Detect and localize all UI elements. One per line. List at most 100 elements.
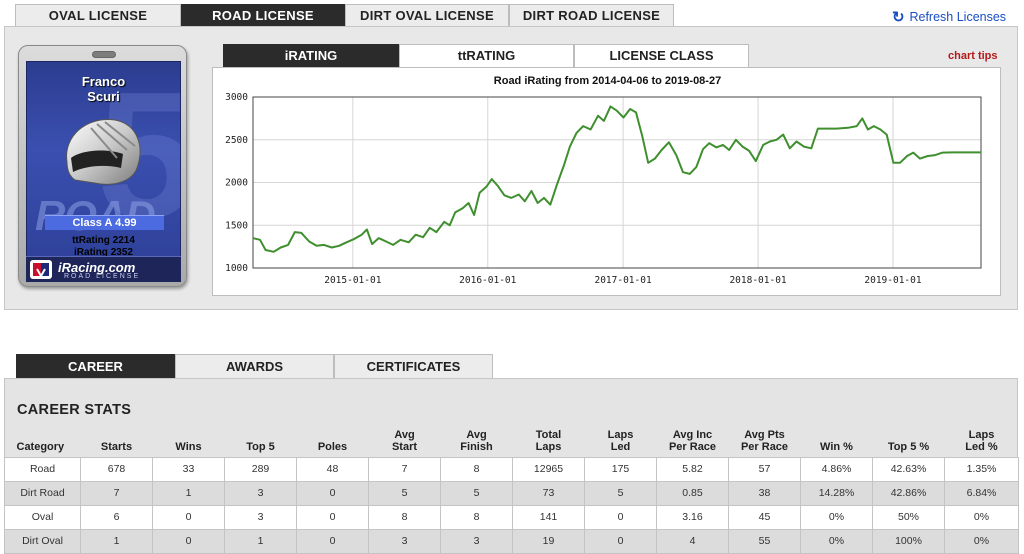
table-cell: 1.35% [944, 456, 1019, 482]
career-stats-table: Category Starts Wins Top 5 Poles Avg Start Avg F… [4, 424, 1019, 554]
chart-title: Road iRating from 2014-04-06 to 2019-08-… [493, 75, 722, 87]
table-cell: 8 [440, 456, 513, 482]
tab-oval-license[interactable]: OVAL LICENSE [15, 4, 181, 26]
table-cell: 8 [368, 504, 441, 530]
table-cell: 0% [944, 528, 1019, 554]
refresh-icon: ↻ [892, 9, 905, 26]
column-header-text: Category [16, 440, 65, 453]
x-tick-label: 2017-01-01 [594, 275, 651, 286]
table-cell: 5.82 [656, 456, 729, 482]
table-cell: 3.16 [656, 504, 729, 530]
table-header-row: Category Starts Wins Top 5 Poles Avg Start Avg F… [5, 424, 1019, 457]
table-cell: 38 [728, 480, 801, 506]
column-header-text: Finish [460, 440, 493, 453]
table-cell: 1 [80, 528, 153, 554]
card-footer: iRacing.com ROAD LICENSE [26, 256, 181, 282]
card-license-type: ROAD LICENSE [64, 273, 141, 280]
table-cell: 5 [368, 480, 441, 506]
table-cell: 5 [584, 480, 657, 506]
table-cell: 12965 [512, 456, 585, 482]
table-cell: 6 [80, 504, 153, 530]
table-cell: 7 [80, 480, 153, 506]
table-cell: Dirt Road [4, 480, 81, 506]
card-irating: iRating 2352 [74, 247, 133, 258]
table-cell: 0 [584, 528, 657, 554]
table-row: Road 678 33 289 48 7 8 12965 175 5.82 57 4.86% 42.63… [4, 456, 1019, 482]
tab-dirt-road-license[interactable]: DIRT ROAD LICENSE [509, 4, 674, 26]
table-cell: 0 [152, 504, 225, 530]
tab-irating[interactable]: iRATING [223, 44, 399, 67]
tab-road-license[interactable]: ROAD LICENSE [181, 4, 345, 26]
column-header: Wins [153, 424, 225, 457]
column-header-text: Win % [820, 440, 853, 453]
iracing-flag-logo [30, 260, 52, 279]
driver-last-name: Scuri [87, 89, 120, 104]
column-header-text: Poles [317, 440, 348, 453]
table-cell: Dirt Oval [4, 528, 81, 554]
column-header: Top 5 % [873, 424, 945, 457]
tab-license-class[interactable]: LICENSE CLASS [574, 44, 749, 67]
tab-career[interactable]: CAREER [16, 354, 175, 378]
table-cell: 19 [512, 528, 585, 554]
card-slot [92, 51, 116, 58]
table-row: Oval 6 0 3 0 8 8 141 0 3.16 45 0% 50% 0% [4, 504, 1019, 530]
driver-first-name: Franco [81, 74, 126, 89]
y-tick-label: 3000 [225, 92, 248, 103]
tab-certificates[interactable]: CERTIFICATES [334, 354, 493, 378]
irating-chart: Road iRating from 2014-04-06 to 2019-08-… [212, 67, 1001, 296]
tab-ttrating[interactable]: ttRATING [399, 44, 574, 67]
x-tick-label: 2015-01-01 [324, 275, 381, 286]
table-cell: 5 [440, 480, 513, 506]
table-cell: 7 [368, 456, 441, 482]
column-header-text: Per Race [668, 440, 717, 453]
table-cell: 678 [80, 456, 153, 482]
table-cell: 14.28% [800, 480, 873, 506]
table-cell: 0 [296, 504, 369, 530]
table-cell: 33 [152, 456, 225, 482]
column-header-text: Avg [466, 428, 487, 441]
tab-dirt-oval-license[interactable]: DIRT OVAL LICENSE [345, 4, 509, 26]
column-header-text: Per Race [740, 440, 789, 453]
iracing-logo-text: iRacing.com [58, 260, 136, 275]
table-row: Dirt Oval 1 0 1 0 3 3 19 0 4 55 0% 100% 0% [4, 528, 1019, 554]
table-cell: 289 [224, 456, 297, 482]
table-row: Dirt Road 7 1 3 0 5 5 73 5 0.85 38 14.28% 42.86% 6.84… [4, 480, 1019, 506]
table-cell: 100% [872, 528, 945, 554]
table-cell: 1 [152, 480, 225, 506]
table-cell: 141 [512, 504, 585, 530]
y-tick-label: 1000 [225, 263, 248, 274]
chart-tips-link[interactable]: chart tips [948, 50, 998, 62]
career-stats-title: CAREER STATS [17, 402, 132, 418]
card-ttrating: ttRating 2214 [72, 235, 135, 246]
plot-border [252, 96, 982, 269]
table-cell: 57 [728, 456, 801, 482]
table-cell: 0.85 [656, 480, 729, 506]
table-cell: 42.86% [872, 480, 945, 506]
tab-awards[interactable]: AWARDS [175, 354, 334, 378]
table-cell: 3 [440, 528, 513, 554]
table-cell: 0% [800, 504, 873, 530]
table-cell: 175 [584, 456, 657, 482]
table-cell: 4 [656, 528, 729, 554]
refresh-licenses-label: Refresh Licenses [909, 10, 1007, 24]
chart-plot: 1000 1500 2000 2500 3000 2015-01-01 2016-01-01… [225, 92, 982, 286]
x-tick-label: 2018-01-01 [729, 275, 786, 286]
refresh-licenses-link[interactable]: ↻ Refresh Licenses [892, 8, 1020, 26]
y-tick-label: 2500 [225, 135, 248, 146]
table-cell: 50% [872, 504, 945, 530]
table-cell: 48 [296, 456, 369, 482]
license-card: 5 ROAD Franco Scuri Class A 4.99 ttRatin… [18, 45, 187, 287]
table-cell: 0 [296, 480, 369, 506]
column-header-text: Top 5 % [887, 440, 930, 453]
column-header: Avg Start [369, 424, 441, 457]
column-header-text: Starts [100, 440, 133, 453]
column-header-text: Total [535, 428, 562, 441]
column-header-text: Laps [607, 428, 634, 441]
table-cell: 8 [440, 504, 513, 530]
column-header: Avg Finish [441, 424, 513, 457]
y-tick-label: 2000 [225, 178, 248, 189]
column-header-text: Led [610, 440, 631, 453]
column-header: Avg Pts Per Race [729, 424, 801, 457]
table-cell: Oval [4, 504, 81, 530]
table-cell: 3 [224, 504, 297, 530]
